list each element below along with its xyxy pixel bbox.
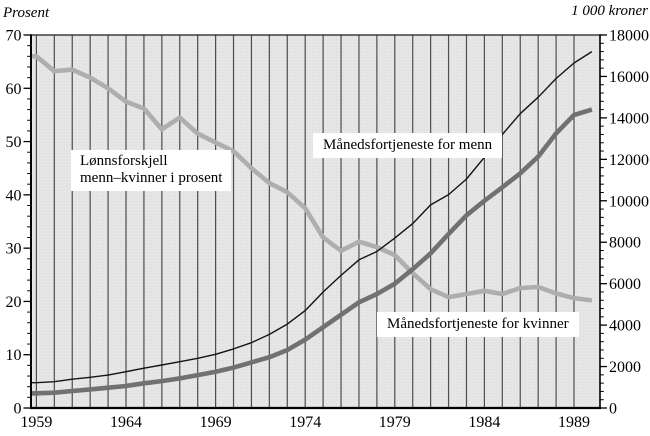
- x-tick-label: 1964: [110, 414, 142, 431]
- x-tick-label: 1959: [20, 414, 52, 431]
- left-tick-label: 0: [14, 401, 22, 418]
- x-tick-label: 1984: [468, 414, 500, 431]
- x-tick-label: 1974: [289, 414, 321, 431]
- left-axis-title: Prosent: [3, 5, 50, 21]
- right-tick-label: 12000: [609, 152, 649, 169]
- left-tick-label: 30: [6, 241, 22, 258]
- right-tick-label: 10000: [609, 193, 649, 210]
- series-women-earnings: [32, 107, 593, 396]
- left-tick-label: 40: [6, 187, 22, 204]
- series-wage-gap: [32, 54, 593, 303]
- left-tick-label: 20: [6, 294, 22, 311]
- right-tick-label: 2000: [609, 359, 641, 376]
- right-tick-label: 18000: [609, 28, 649, 45]
- right-tick-label: 16000: [609, 69, 649, 86]
- left-tick-label: 70: [6, 28, 22, 45]
- annotation-men-earnings: Månedsfortjeneste for menn: [313, 133, 503, 158]
- left-tick-label: 60: [6, 81, 22, 98]
- right-tick-label: 14000: [609, 110, 649, 127]
- x-tick-label: 1979: [379, 414, 411, 431]
- right-tick-label: 6000: [609, 276, 641, 293]
- right-axis-title: 1 000 kroner: [571, 3, 648, 19]
- left-tick-label: 10: [6, 347, 22, 364]
- left-tick-label: 50: [6, 134, 22, 151]
- annotation-wage-gap: Lønnsforskjell menn–kvinner i prosent: [71, 150, 232, 191]
- right-tick-label: 0: [609, 401, 617, 418]
- x-tick-label: 1989: [558, 414, 590, 431]
- x-tick-label: 1969: [200, 414, 232, 431]
- annotation-wage-gap-line2: menn–kvinner i prosent: [80, 170, 223, 186]
- annotation-wage-gap-line1: Lønnsforskjell: [80, 153, 168, 169]
- right-tick-label: 8000: [609, 235, 641, 252]
- annotation-women-earnings: Månedsfortjeneste for kvinner: [377, 312, 579, 337]
- right-tick-label: 4000: [609, 318, 641, 335]
